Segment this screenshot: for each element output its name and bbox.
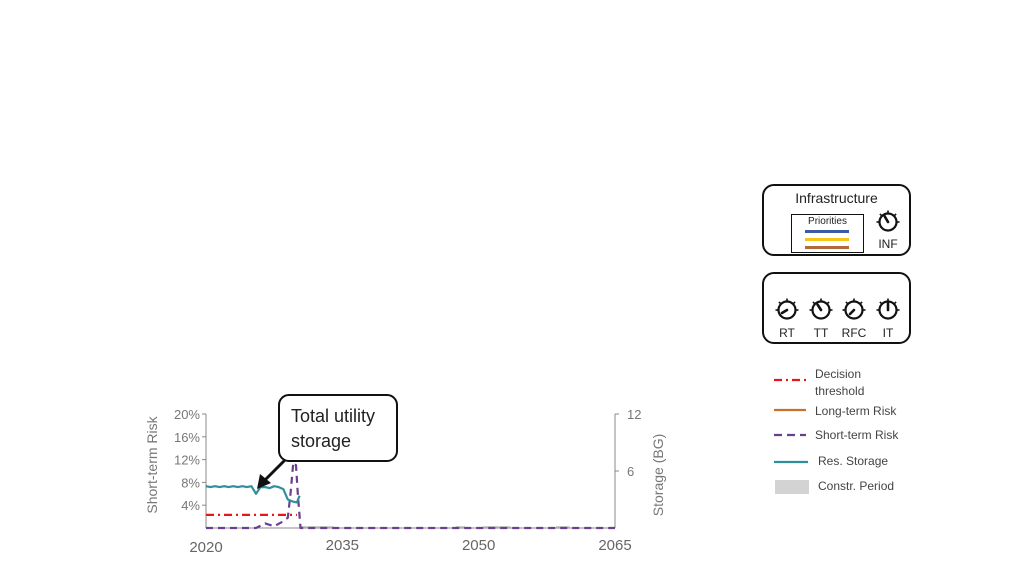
y-left-tick-label: 20%	[174, 407, 200, 422]
construction-period-3	[483, 526, 511, 528]
legend-label-res-storage: Res. Storage	[818, 454, 889, 468]
legend-label-short-term-risk: Short-term Risk	[815, 428, 899, 442]
legend-swatch-constr-period	[775, 480, 809, 494]
y-right-axis-title: Storage (BG)	[650, 434, 666, 516]
tt-dial-icon[interactable]	[809, 298, 833, 322]
construction-period-2	[455, 526, 466, 528]
rfc-dial-icon[interactable]	[842, 298, 866, 322]
inf-dial-icon[interactable]	[876, 210, 900, 234]
axis-ticks: 20% 16% 12% 8% 4% 12 6 2020 2035 2050 2065	[174, 407, 642, 556]
priority-line-3	[805, 246, 849, 249]
infrastructure-title: Infrastructure	[795, 190, 878, 206]
legend: Decision threshold Long-term Risk Short-…	[770, 366, 930, 501]
callout-text-line: Total utility	[291, 406, 375, 426]
legend-swatches	[774, 378, 809, 494]
x-tick-label: 2065	[598, 537, 631, 554]
series-lines	[205, 461, 615, 530]
rt-dial-icon[interactable]	[775, 298, 799, 322]
legend-label-long-term-risk: Long-term Risk	[815, 404, 897, 418]
y-left-tick-label: 8%	[181, 475, 200, 490]
priorities-box[interactable]: Priorities	[791, 214, 864, 253]
y-left-tick-label: 16%	[174, 430, 200, 445]
series-short-term-risk	[206, 461, 615, 530]
infrastructure-panel: Infrastructure Priorities INF	[762, 184, 911, 256]
x-tick-label: 2050	[462, 537, 495, 554]
callout-box	[278, 394, 398, 462]
legend-label-decision-threshold: Decision threshold	[815, 367, 865, 398]
x-tick-label: 2020	[189, 539, 222, 556]
callout-text: Total utility storage	[291, 406, 375, 451]
y-left-axis-title: Short-term Risk	[144, 415, 160, 513]
series-res-storage	[205, 485, 301, 504]
dials-panel: RT TT RFC IT	[762, 272, 911, 344]
rfc-dial-label: RFC	[841, 326, 867, 340]
inf-dial-label: INF	[878, 237, 898, 251]
priorities-title: Priorities	[808, 216, 847, 227]
construction-period-1	[301, 526, 334, 528]
y-left-tick-label: 4%	[181, 498, 200, 513]
it-dial-label: IT	[882, 326, 894, 340]
priority-line-1	[805, 230, 849, 233]
y-right-tick-label: 12	[627, 407, 641, 422]
priority-line-2	[805, 238, 849, 241]
legend-label-constr-period: Constr. Period	[818, 479, 895, 493]
tt-dial-label: TT	[813, 326, 829, 340]
y-right-tick-label: 6	[627, 464, 634, 479]
x-tick-label: 2035	[326, 537, 359, 554]
callout-arrowhead	[257, 474, 271, 489]
callout-arrow	[261, 458, 287, 484]
it-dial-icon[interactable]	[876, 298, 900, 322]
callout-text-line: storage	[291, 431, 351, 451]
rt-dial-label: RT	[779, 326, 795, 340]
y-left-tick-label: 12%	[174, 453, 200, 468]
